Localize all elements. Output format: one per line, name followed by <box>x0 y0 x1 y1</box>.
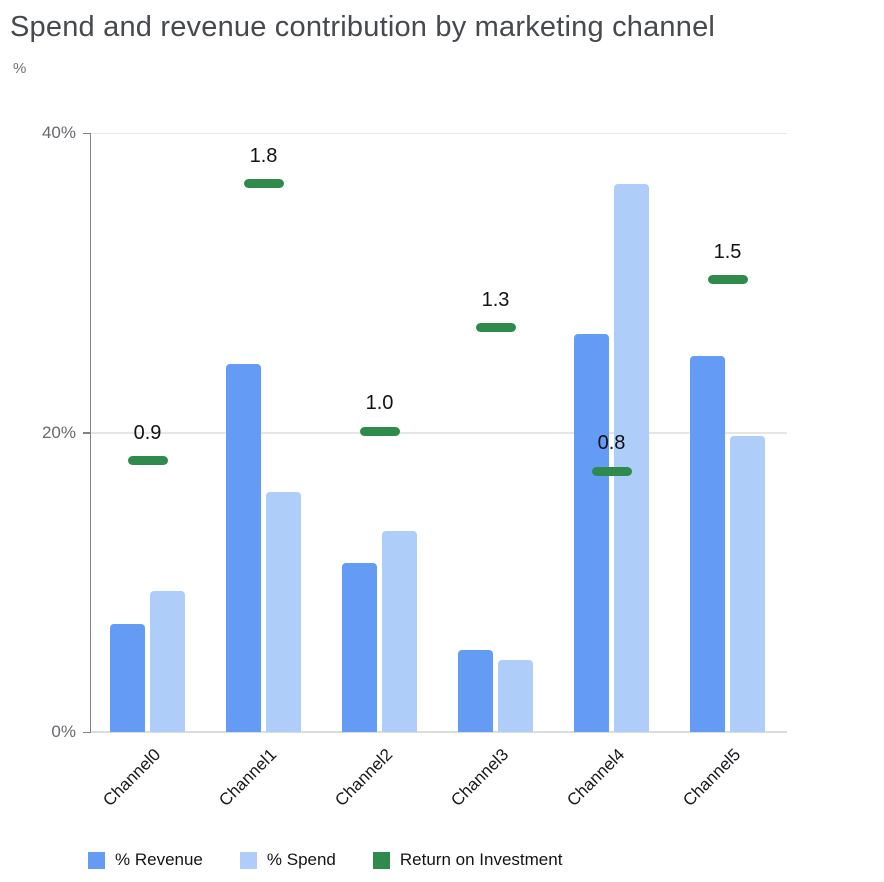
spend-bar-channel2[interactable] <box>382 531 417 732</box>
roi-marker-channel5[interactable] <box>707 275 748 285</box>
roi-value-label-channel0: 0.9 <box>133 421 162 444</box>
gridline-20pct <box>91 432 787 434</box>
plot-area: 0.9 1.8 1.0 1.3 0.8 1.5 <box>89 132 787 733</box>
roi-value-label-channel5: 1.5 <box>713 240 742 263</box>
x-axis-label-channel4: Channel4 <box>563 745 628 810</box>
roi-value-label-channel3: 1.3 <box>481 288 510 311</box>
y-tick-label-0: 0% <box>51 722 76 741</box>
spend-bar-channel5[interactable] <box>730 435 765 732</box>
y-tick-label-20: 20% <box>41 422 76 442</box>
chart-legend: % Revenue % Spend Return on Investment <box>88 850 562 870</box>
roi-value-label-channel2: 1.0 <box>365 392 394 415</box>
roi-swatch-icon <box>372 851 390 869</box>
legend-item-spend[interactable]: % Spend <box>239 850 336 870</box>
y-tick-label-40: 40% <box>41 123 76 142</box>
chart-title: Spend and revenue contribution by market… <box>10 11 716 43</box>
y-tick-mark-20 <box>83 432 91 434</box>
legend-item-roi[interactable]: Return on Investment <box>372 850 563 870</box>
x-axis-label-channel3: Channel3 <box>447 745 512 810</box>
y-axis-unit-label: % <box>13 60 27 77</box>
revenue-bar-channel1[interactable] <box>226 363 261 732</box>
y-tick-mark-0 <box>83 731 91 733</box>
spend-bar-channel0[interactable] <box>150 591 185 732</box>
y-axis-line <box>89 133 91 733</box>
y-tick-mark-40 <box>83 132 91 134</box>
roi-marker-channel1[interactable] <box>243 179 284 189</box>
spend-bar-channel3[interactable] <box>498 660 533 732</box>
spend-swatch-icon <box>239 851 257 869</box>
roi-value-label-channel4: 0.8 <box>597 432 626 455</box>
revenue-bar-channel3[interactable] <box>458 649 493 732</box>
revenue-bar-channel5[interactable] <box>690 356 725 732</box>
x-axis-label-channel5: Channel5 <box>679 745 744 810</box>
revenue-swatch-icon <box>88 851 105 869</box>
revenue-bar-channel0[interactable] <box>110 624 145 732</box>
x-axis-baseline <box>91 730 787 733</box>
roi-marker-channel4[interactable] <box>591 466 632 476</box>
roi-marker-channel3[interactable] <box>475 323 516 333</box>
x-axis-label-channel0: Channel0 <box>99 745 164 810</box>
spend-bar-channel1[interactable] <box>266 492 301 732</box>
x-axis-label-channel2: Channel2 <box>331 745 396 810</box>
legend-label-roi: Return on Investment <box>399 850 563 869</box>
roi-marker-channel2[interactable] <box>359 426 400 436</box>
legend-label-spend: % Spend <box>266 850 336 869</box>
x-axis-label-channel1: Channel1 <box>215 745 280 810</box>
roi-marker-channel0[interactable] <box>127 456 168 466</box>
legend-item-revenue[interactable]: % Revenue <box>88 850 203 870</box>
revenue-bar-channel4[interactable] <box>574 333 609 732</box>
legend-label-revenue: % Revenue <box>115 850 203 869</box>
roi-value-label-channel1: 1.8 <box>249 144 278 167</box>
revenue-bar-channel2[interactable] <box>342 562 377 732</box>
spend-bar-channel4[interactable] <box>614 183 649 732</box>
gridline-40pct <box>91 132 787 134</box>
